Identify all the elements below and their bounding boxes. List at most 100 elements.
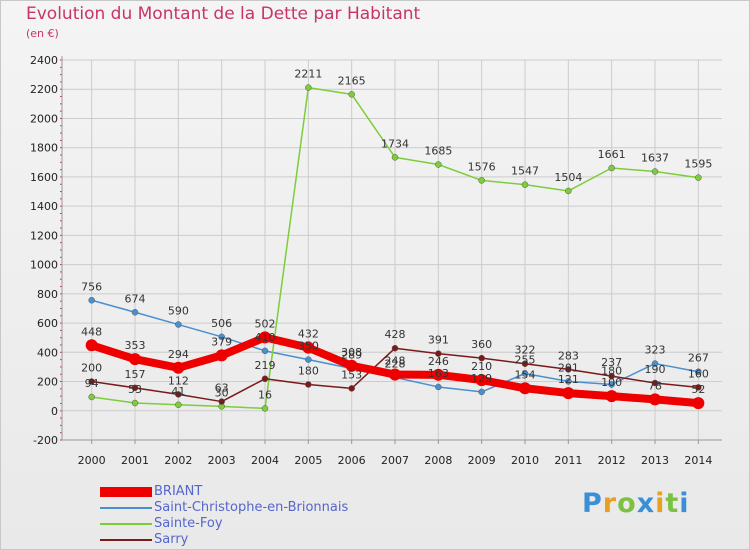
data-point [259, 331, 271, 344]
data-point [305, 356, 312, 363]
x-tick-label: 2009 [468, 454, 496, 467]
data-point [608, 372, 615, 380]
logo-letter: o [617, 488, 637, 519]
legend-swatch [100, 539, 152, 541]
x-tick-label: 2006 [338, 454, 366, 467]
data-point [651, 379, 659, 387]
data-label: 53 [128, 383, 142, 396]
data-label: 246 [428, 355, 449, 368]
data-label: 1661 [598, 148, 626, 161]
data-label: 756 [81, 280, 102, 293]
data-label: 100 [601, 376, 622, 389]
data-point [435, 350, 442, 357]
chart-subtitle: (en €) [26, 27, 59, 40]
axes: -200 0 200 400 600 800 1000 1200 1400 1600 1800 200… [30, 54, 722, 467]
data-label: 163 [428, 367, 449, 380]
legend-label: Saint-Christophe-en-Brionnais [154, 500, 349, 515]
data-point [391, 344, 399, 352]
data-label: 210 [471, 360, 492, 373]
data-point [521, 370, 529, 377]
chart-title: Evolution du Montant de la Dette par Hab… [26, 4, 421, 24]
legend-label: Sainte-Foy [154, 516, 223, 531]
data-label: 255 [515, 354, 536, 367]
data-point [175, 321, 182, 328]
y-tick-label: 0 [51, 405, 58, 418]
data-point [651, 168, 659, 175]
data-point [649, 393, 661, 406]
data-point [175, 391, 182, 398]
y-tick-label: 600 [37, 317, 58, 330]
logo-letter: P [582, 488, 603, 519]
data-label: 1685 [424, 145, 452, 158]
data-label: 180 [298, 364, 319, 377]
logo-letter: i [655, 488, 666, 519]
data-label: 153 [341, 368, 362, 381]
data-label: 237 [601, 356, 622, 369]
data-label: 112 [168, 374, 189, 387]
data-point [345, 359, 358, 372]
data-point [608, 164, 615, 172]
data-label: 289 [341, 349, 362, 362]
data-point [218, 333, 225, 341]
legend-swatch [100, 507, 152, 509]
data-label: 201 [558, 361, 579, 374]
data-point [129, 353, 141, 366]
data-label: 428 [385, 328, 406, 341]
legend-swatch [100, 523, 152, 525]
proxiti-logo: Proxiti [582, 488, 690, 519]
data-label: 160 [688, 367, 709, 380]
data-label: 154 [515, 368, 536, 381]
x-tick-label: 2003 [208, 454, 236, 467]
data-label: 1637 [641, 152, 669, 165]
logo-letter: r [602, 488, 618, 519]
data-point [389, 368, 401, 381]
x-tick-label: 2007 [381, 454, 409, 467]
data-point [692, 397, 705, 410]
data-label: 1734 [381, 137, 409, 150]
data-point [519, 382, 531, 395]
data-point [172, 361, 185, 374]
data-point [695, 368, 702, 375]
data-point [521, 181, 529, 188]
y-tick-label: 2400 [30, 54, 58, 67]
data-label: 94 [85, 377, 99, 390]
data-label: 248 [385, 355, 406, 368]
legend-label: Sarry [154, 532, 189, 547]
y-tick-label: 400 [37, 346, 58, 359]
data-label: 190 [645, 363, 666, 376]
data-label: 379 [211, 335, 232, 348]
data-label: 308 [341, 346, 362, 359]
data-point [215, 349, 228, 362]
y-tick-label: 1200 [30, 229, 58, 242]
logo-letter: t [665, 488, 680, 519]
x-tick-label: 2012 [598, 454, 626, 467]
data-label: 180 [601, 364, 622, 377]
data-point [261, 375, 269, 383]
data-point [261, 405, 269, 412]
data-point [348, 385, 355, 392]
data-label: 353 [125, 339, 146, 352]
data-label: 30 [215, 386, 229, 399]
data-label: 52 [691, 383, 705, 396]
data-point [302, 341, 315, 354]
y-tick-label: 200 [37, 376, 58, 389]
data-point [695, 174, 702, 181]
data-label: 674 [125, 292, 146, 305]
data-point [131, 384, 139, 392]
data-point [565, 366, 572, 373]
data-point [432, 368, 445, 381]
data-point [85, 339, 98, 352]
data-point [521, 360, 529, 367]
x-tick-label: 2001 [121, 454, 149, 467]
data-label: 121 [558, 373, 579, 386]
data-point [391, 154, 399, 161]
data-point [218, 398, 225, 405]
x-tick-label: 2013 [641, 454, 669, 467]
data-point [608, 381, 615, 388]
data-label: 78 [648, 379, 662, 392]
data-label: 16 [258, 388, 272, 401]
data-label: 2211 [294, 68, 322, 81]
data-point [695, 384, 702, 391]
grid [62, 59, 722, 441]
